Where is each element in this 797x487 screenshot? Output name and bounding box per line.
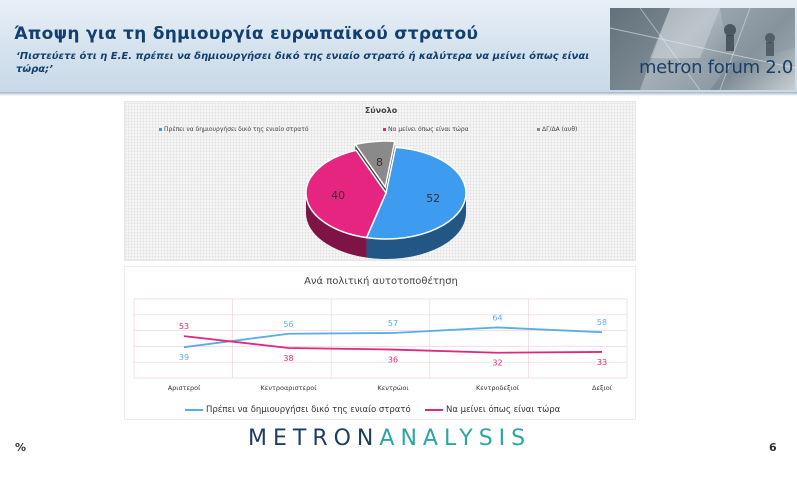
pie-legend-swatch-1 [383, 128, 386, 131]
line-legend-swatch-0 [185, 408, 203, 411]
pie-slice-0 [365, 146, 467, 240]
pie-slice-side-1 [306, 193, 367, 258]
pie-chart: 52 40 8 [305, 140, 467, 259]
brand-photo-illustration [610, 8, 795, 90]
brand-label: metron forum 2.0 [638, 57, 793, 78]
pie-data-label-1: 40 [331, 189, 345, 202]
line-legend-label-0: Πρέπει να δημιουργήσει δικό της ενιαίο σ… [206, 405, 411, 415]
pie-legend-item-2: ΔΓ/ΔΑ (αυθ) [537, 126, 577, 133]
brand-image [610, 8, 795, 90]
line-chart-panel: Ανά πολιτική αυτοτοποθέτηση Πρέπει να δη… [124, 266, 636, 420]
line-data-label-1-0: 53 [179, 322, 189, 331]
line-data-label-0-4: 58 [597, 318, 607, 327]
logo-part-analysis: ANALYSIS [379, 426, 532, 451]
page-title: Άποψη για τη δημιουργία ευρωπαϊκού στρατ… [14, 24, 479, 44]
percent-label: % [15, 441, 27, 454]
line-legend-item-1: Να μείνει όπως είναι τώρα [425, 405, 560, 415]
logo-part-metron: METRON [248, 426, 380, 451]
line-chart-title: Ανά πολιτική αυτοτοποθέτηση [304, 276, 458, 287]
pie-legend-item-0: Πρέπει να δημιουργήσει δικό της ενιαίο σ… [159, 126, 309, 133]
line-data-label-1-3: 32 [492, 359, 502, 368]
line-grid [133, 298, 628, 379]
pie-slice-1 [305, 149, 387, 239]
line-data-label-0-0: 39 [179, 353, 189, 362]
pie-legend-swatch-0 [159, 128, 162, 131]
pie-legend-label-0: Πρέπει να δημιουργήσει δικό της ενιαίο σ… [164, 126, 309, 133]
pie-legend-label-1: Να μείνει όπως είναι τώρα [388, 126, 469, 133]
pie-chart-title: Σύνολο [364, 106, 398, 115]
line-data-label-0-3: 64 [492, 313, 502, 322]
page-subtitle: ‘Πιστεύετε ότι η Ε.Ε. πρέπει να δημιουργ… [16, 51, 590, 75]
pie-slice-2 [354, 140, 396, 189]
page-number: 6 [769, 441, 777, 454]
line-series-1 [183, 335, 603, 354]
header-divider [0, 92, 797, 96]
line-series-0 [183, 326, 603, 349]
x-tick-label-1: Κεντροαριστεροί [261, 384, 318, 392]
line-data-label-0-2: 57 [388, 319, 398, 328]
line-legend-swatch-1 [425, 408, 443, 411]
pie-data-label-0: 52 [426, 192, 440, 205]
line-legend-label-1: Να μείνει όπως είναι τώρα [446, 405, 561, 415]
pie-legend-label-2: ΔΓ/ΔΑ (αυθ) [542, 126, 578, 133]
line-data-label-0-1: 56 [283, 320, 293, 329]
x-tick-label-2: Κεντρώοι [377, 384, 408, 392]
pie-slice-side-0 [366, 193, 466, 259]
pie-legend-item-1: Να μείνει όπως είναι τώρα [383, 126, 469, 133]
line-legend-item-0: Πρέπει να δημιουργήσει δικό της ενιαίο σ… [185, 405, 411, 415]
x-tick-label-3: Κεντροδεξιοί [476, 384, 520, 392]
pie-legend-swatch-2 [537, 128, 540, 131]
pie-top-group: 52 40 8 [305, 140, 467, 240]
x-tick-label-4: Δεξιοί [592, 384, 613, 392]
line-chart: 39 56 57 64 58 53 38 36 32 33 Αριστεροί Κεντροαριστ… [133, 298, 628, 392]
metron-analysis-logo: METRONANALYSIS [248, 426, 531, 451]
x-tick-label-0: Αριστεροί [168, 384, 201, 392]
line-data-label-1-4: 33 [597, 358, 607, 367]
line-data-label-1-2: 36 [388, 356, 398, 365]
pie-data-label-2: 8 [376, 156, 383, 169]
line-data-label-1-1: 38 [283, 354, 293, 363]
